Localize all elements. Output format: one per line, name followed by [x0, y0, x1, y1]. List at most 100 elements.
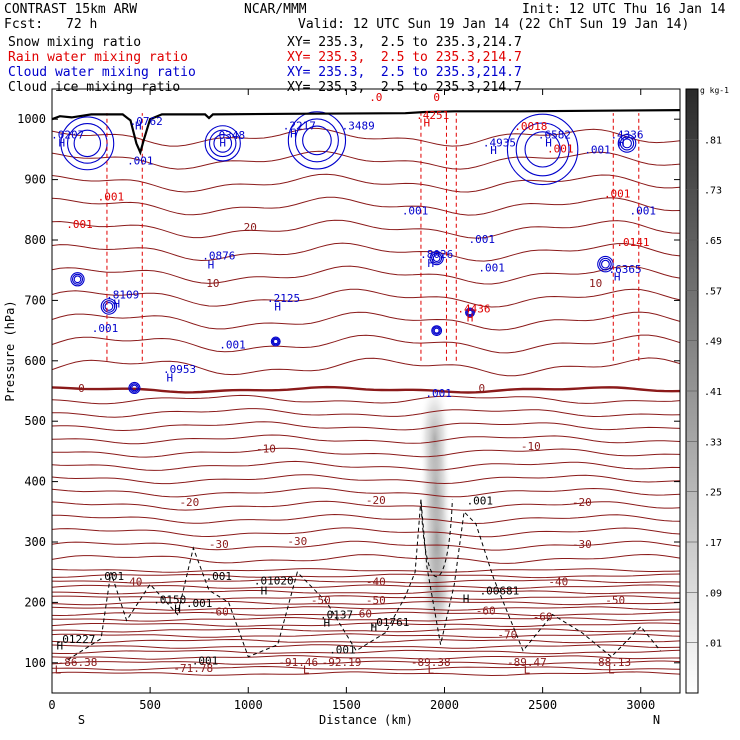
minimum-label-4: -91.46 — [278, 656, 318, 669]
valid-time: Valid: 12 UTC Sun 19 Jan 14 (22 ChT Sun … — [298, 17, 690, 32]
isotherm-label-12: -30 — [287, 535, 307, 548]
cloud-ice-label-6: H — [174, 603, 181, 616]
minimum-label-1: -86.38 — [58, 656, 98, 669]
cloud-water-label-0: .001 — [425, 387, 452, 400]
colorbar-label-10: .01 — [704, 639, 722, 650]
isotherm-label-22: 10 — [589, 277, 602, 290]
isotherm-line-40 — [52, 196, 680, 216]
cloud-water-contour-6-2 — [467, 309, 473, 316]
model-title: CONTRAST 15km ARW — [4, 2, 138, 17]
rain-label-6: H — [424, 116, 431, 129]
y-axis-label: Pressure (hPa) — [3, 300, 17, 401]
isotherm-label-8: -40 — [123, 575, 143, 588]
cloud-water-contour-1-2 — [73, 275, 82, 284]
cloud-water-label-10: .0876 — [202, 249, 235, 262]
cloud-water-label-9: H — [208, 258, 215, 271]
cloud-water-contour-12-1 — [619, 136, 635, 151]
rain-label-7: .4251 — [416, 109, 449, 122]
cloud-ice-label-4: H — [371, 621, 378, 634]
isotherm-line-10 — [52, 616, 680, 622]
plot-frame — [51, 88, 681, 694]
cloud-ice-label-8: .001 — [186, 597, 213, 610]
minimum-label-5: -92.19 — [322, 656, 362, 669]
cloud-water-contour-4-0 — [429, 250, 444, 266]
isotherm-line-18 — [52, 573, 680, 579]
cloud-water-label-21: .0207 — [51, 129, 84, 142]
isotherm-label-17: -10 — [256, 443, 276, 456]
cloud-water-label-33: .001 — [584, 144, 611, 157]
isotherm-line-33 — [52, 357, 680, 377]
y-tick-label-3: 400 — [24, 475, 46, 489]
isotherm-line-29 — [52, 434, 680, 445]
isotherm-line-1 — [52, 665, 680, 671]
x-tick-label-2: 1000 — [234, 698, 263, 712]
field-name-cloud-ice: Cloud ice mixing ratio — [8, 80, 181, 95]
isotherm-line-22 — [52, 527, 680, 538]
cloud-water-contour-8-2 — [524, 131, 561, 168]
cloud-ice-label-5: .01761 — [370, 616, 410, 629]
minimum-label-8: L — [524, 664, 531, 677]
x-tick-label-4: 2000 — [430, 698, 459, 712]
cloud-water-contour-11-2 — [73, 129, 102, 158]
isotherm-label-9: -40 — [366, 575, 386, 588]
cloud-water-contour-12-0 — [617, 134, 637, 153]
cloud-water-label-15: .001 — [402, 205, 429, 218]
cloud-ice-label-12: .00681 — [480, 585, 520, 598]
colorbar-label-3: .57 — [704, 286, 722, 297]
isotherm-line-28 — [52, 447, 680, 458]
isotherm-line-26 — [52, 474, 680, 485]
colorbar-label-7: .25 — [704, 488, 722, 499]
cloud-ice-contour-plume — [420, 499, 453, 578]
minimum-label-3: L — [303, 664, 310, 677]
isotherm-line-11 — [52, 611, 680, 617]
cloud-water-label-31: H — [545, 136, 552, 149]
isotherm-line-7 — [52, 633, 680, 638]
field-xy-cloud-ice: XY= 235.3, 2.5 to 235.3,214.7 — [287, 80, 522, 95]
cloud-ice-label-14: .01020 — [254, 574, 294, 587]
cloud-water-label-12: .8026 — [420, 248, 453, 261]
y-tick-label-1: 200 — [24, 595, 46, 609]
isotherm-label-23: 20 — [244, 221, 257, 234]
cloud-water-label-27: .2217 — [283, 119, 316, 132]
cloud-water-label-29: H — [490, 144, 497, 157]
isotherm-line-39 — [52, 219, 680, 239]
isotherm-line-43 — [52, 127, 680, 147]
field-name-cloud-water: Cloud water mixing ratio — [8, 65, 196, 80]
cloud-water-label-24: H — [219, 136, 226, 149]
fcst-label: Fcst: — [4, 17, 44, 32]
isotherm-label-14: -20 — [179, 496, 199, 509]
cloud-ice-label-16: .001 — [206, 570, 233, 583]
cloud-water-contour-6-1 — [466, 308, 474, 317]
cloud-ice-label-11: H — [463, 592, 470, 605]
cloud-water-label-5: H — [113, 298, 120, 311]
rain-label-9: 0 — [433, 91, 440, 104]
isotherm-line-12 — [52, 606, 680, 611]
minimum-label-9: -89.47 — [507, 656, 547, 669]
cloud-water-contour-10-2 — [302, 125, 332, 156]
y-tick-label-8: 900 — [24, 173, 46, 187]
isotherm-line-31 — [52, 408, 680, 418]
x-tick-label-5: 2500 — [528, 698, 557, 712]
cloud-water-label-8: .2125 — [267, 292, 300, 305]
isotherm-line-17 — [52, 579, 680, 584]
terrain-line — [52, 109, 680, 156]
isotherm-line-32 — [52, 394, 680, 405]
rain-label-8: .0 — [369, 91, 382, 104]
x-tick-label-6: 3000 — [626, 698, 655, 712]
isotherm-label-3: -60 — [476, 604, 496, 617]
cloud-ice-label-13: H — [261, 585, 268, 598]
cloud-water-label-32: .6582 — [538, 129, 571, 142]
rain-label-5: .001 — [604, 188, 631, 201]
cloud-water-label-2: .0953 — [163, 363, 196, 376]
y-tick-label-6: 700 — [24, 293, 46, 307]
isotherm-line-0 — [52, 671, 680, 677]
rain-label-10: .0018 — [514, 120, 547, 133]
cloud-ice-label-0: .001 — [192, 655, 219, 668]
cloud-water-label-13: .001 — [478, 261, 505, 274]
cloud-water-contour-1-0 — [70, 272, 85, 287]
cloud-water-contour-5-1 — [432, 326, 441, 335]
center-title: NCAR/MMM — [244, 2, 307, 17]
colorbar-label-2: .65 — [704, 236, 722, 247]
isotherm-label-16: -20 — [572, 496, 592, 509]
cloud-water-label-16: H — [614, 270, 621, 283]
